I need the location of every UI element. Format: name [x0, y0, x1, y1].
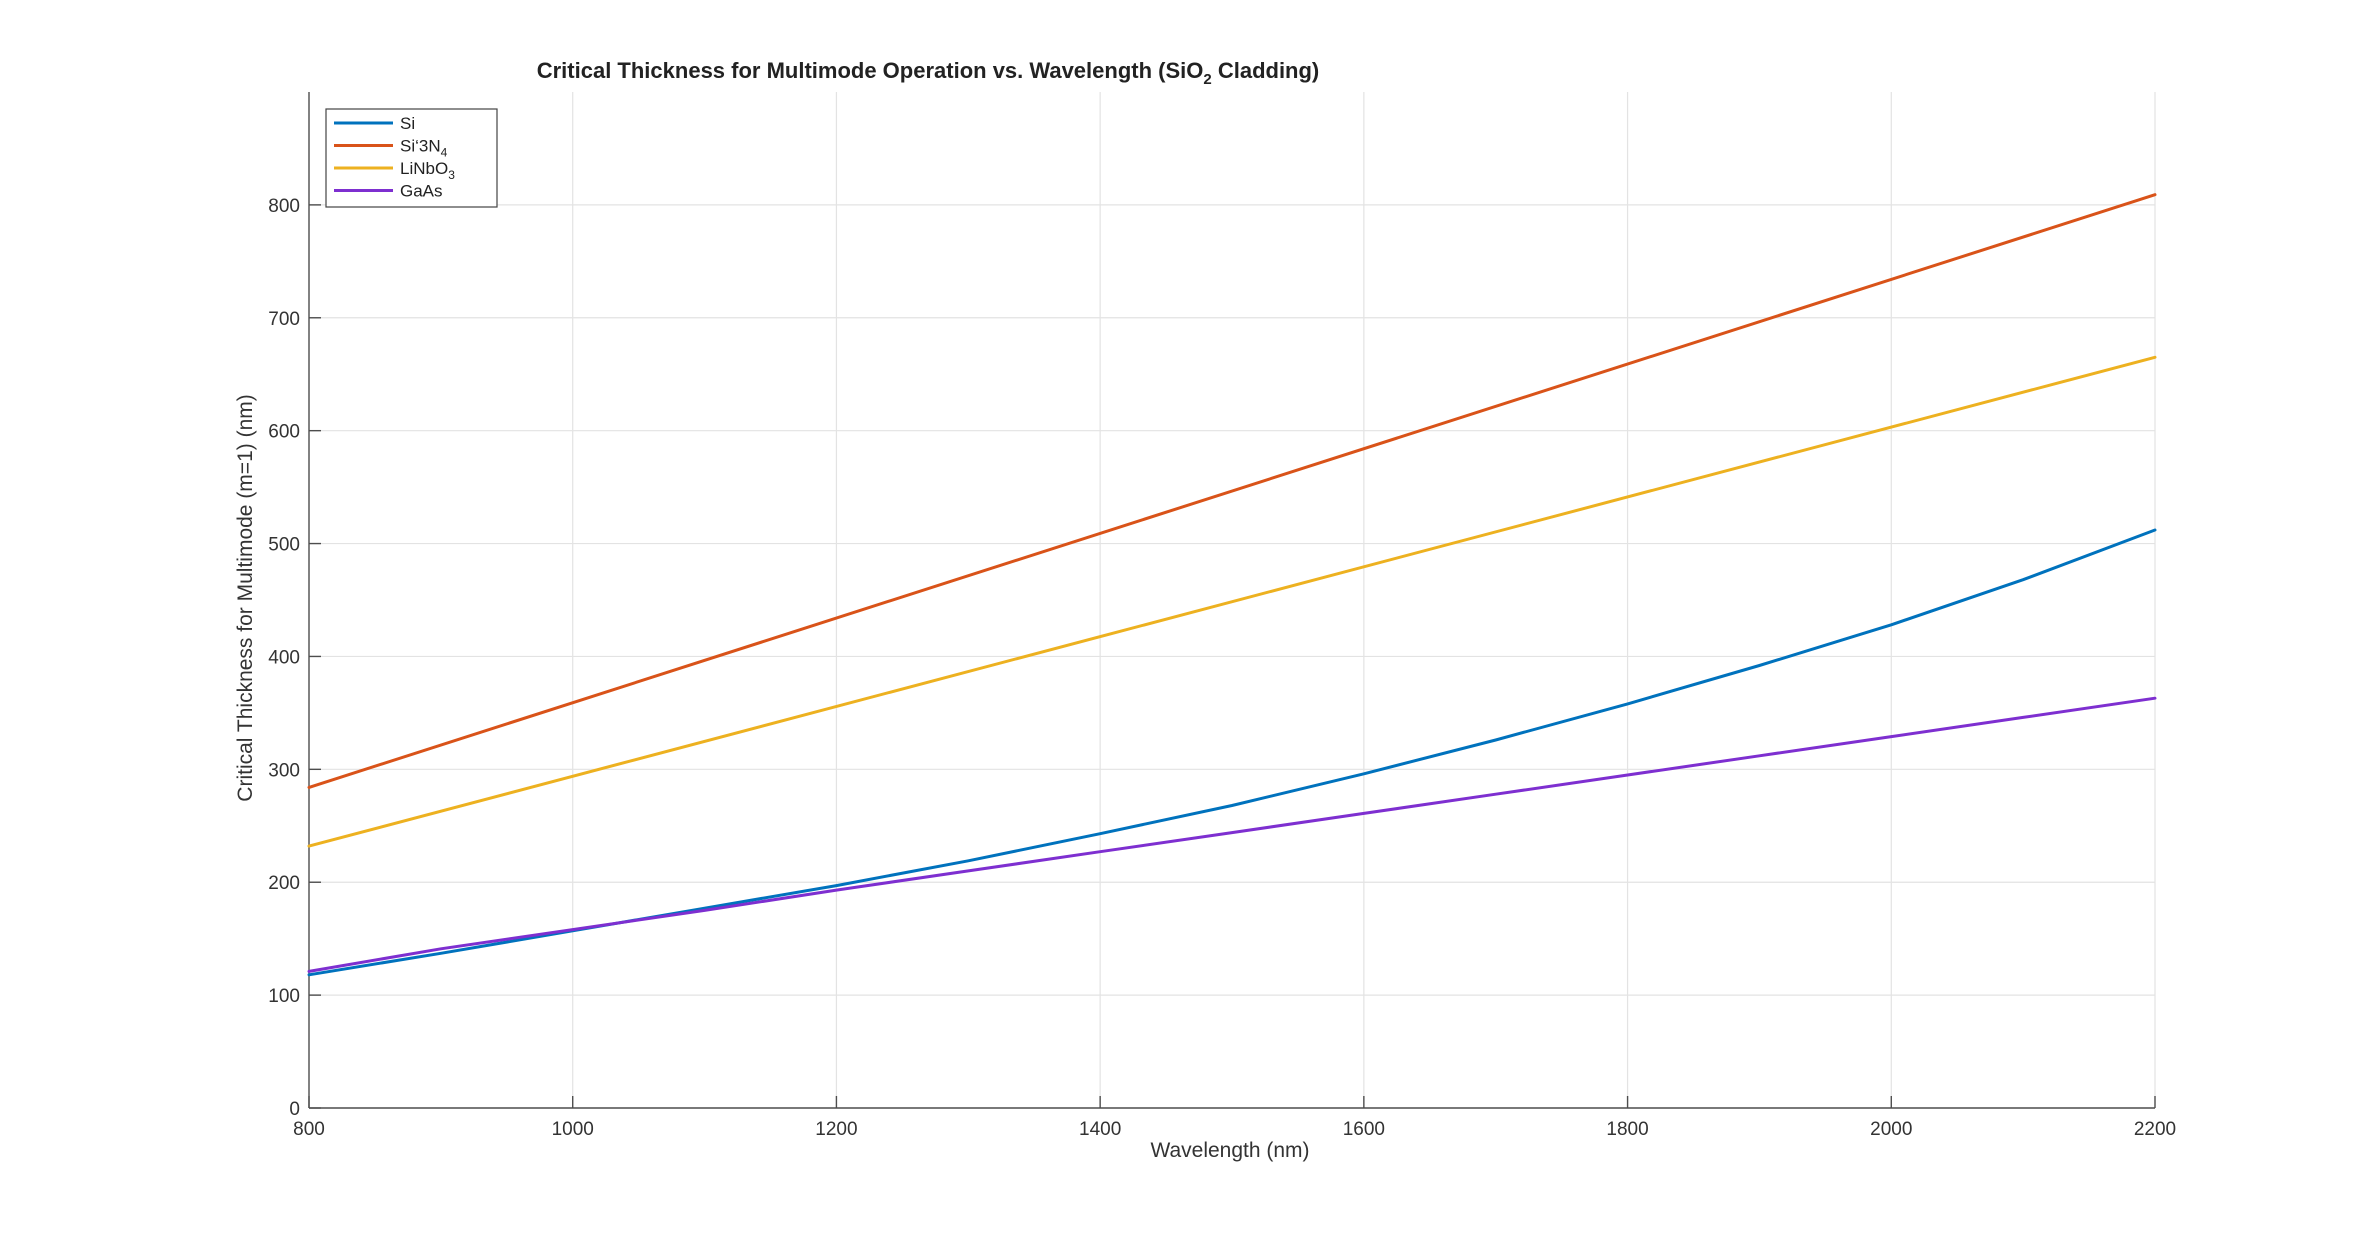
- x-tick-label: 1200: [815, 1119, 857, 1140]
- legend-label: LiNbO3: [400, 159, 455, 182]
- series-line-0: [307, 528, 2157, 977]
- legend-label: Si: [400, 114, 415, 133]
- x-tick-label: 1400: [1079, 1119, 1121, 1140]
- series-line-2: [307, 355, 2157, 848]
- legend-label: Si‘3N4: [400, 137, 448, 160]
- y-tick-label: 300: [268, 760, 300, 781]
- x-tick-label: 1000: [552, 1119, 594, 1140]
- chart-title-suffix: Cladding): [1212, 58, 1320, 83]
- legend-label: GaAs: [400, 182, 443, 201]
- series-line-3: [307, 696, 2157, 973]
- axes: 800 1000 1200 1400 1600 1800 2000 2200 0 100 200 30…: [268, 92, 2176, 1140]
- y-tick-label: 100: [268, 986, 300, 1007]
- y-axis-label: Critical Thickness for Multimode (m=1) (…: [234, 394, 257, 801]
- chart-title-main: Critical Thickness for Multimode Operati…: [537, 58, 1204, 83]
- grid: [309, 92, 2156, 1108]
- x-tick-label: 800: [293, 1119, 325, 1140]
- series-layer: [307, 193, 2157, 977]
- y-tick-label: 700: [268, 309, 300, 330]
- series-line-1: [307, 193, 2157, 789]
- y-tick-label: 500: [268, 535, 300, 556]
- chart-title-subscript: 2: [1203, 71, 1211, 88]
- y-tick-label: 0: [289, 1099, 300, 1120]
- x-tick-label: 2200: [2134, 1119, 2176, 1140]
- x-tick-label: 1800: [1606, 1119, 1648, 1140]
- chart-title: Critical Thickness for Multimode Operati…: [537, 58, 1320, 88]
- y-tick-label: 400: [268, 647, 300, 668]
- x-tick-label: 2000: [1870, 1119, 1912, 1140]
- x-tick-label: 1600: [1343, 1119, 1385, 1140]
- x-axis-label: Wavelength (nm): [1150, 1139, 1309, 1162]
- y-tick-label: 600: [268, 422, 300, 443]
- y-tick-label: 200: [268, 873, 300, 894]
- y-tick-label: 800: [268, 196, 300, 217]
